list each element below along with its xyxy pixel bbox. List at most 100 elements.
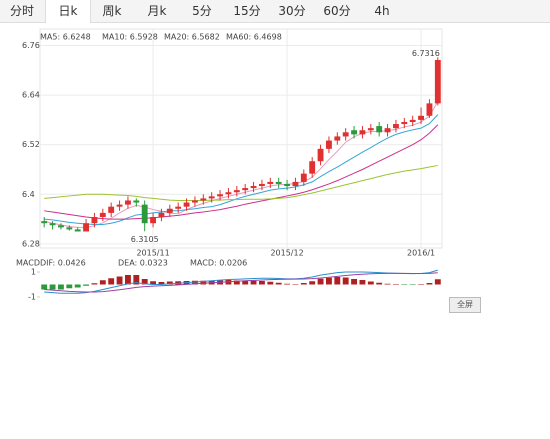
candle-body bbox=[91, 217, 98, 224]
macd-bar bbox=[116, 276, 123, 285]
candle-body bbox=[49, 223, 56, 226]
macd-bar bbox=[49, 284, 56, 290]
macd-bar bbox=[393, 284, 399, 285]
macd-bar bbox=[300, 283, 307, 285]
candle-body bbox=[217, 194, 223, 197]
y-tick-label: -1 bbox=[28, 293, 36, 302]
candle-body bbox=[326, 140, 332, 149]
candle-body bbox=[66, 227, 73, 230]
candle-body bbox=[418, 115, 424, 120]
y-tick-label: 6.76 bbox=[22, 41, 40, 50]
legend-entry: DIF: 0.0426 bbox=[40, 259, 86, 268]
legend-entry: MA60: 6.4698 bbox=[226, 33, 282, 42]
macd-bar bbox=[99, 280, 106, 285]
macd-bar bbox=[367, 281, 374, 285]
y-tick-label: 6.64 bbox=[22, 91, 40, 100]
macd-line bbox=[44, 269, 438, 294]
tab[interactable]: 5分 bbox=[192, 4, 212, 18]
candle-body bbox=[242, 188, 249, 191]
candle-body bbox=[175, 206, 182, 209]
candle-body bbox=[250, 186, 257, 189]
candle-body bbox=[359, 130, 366, 135]
candle-body bbox=[99, 212, 106, 218]
y-tick-label: 6.52 bbox=[22, 140, 40, 149]
macd-bar bbox=[351, 279, 357, 285]
macd-bar bbox=[158, 282, 165, 285]
candle-body bbox=[125, 200, 131, 205]
macd-bar bbox=[309, 281, 316, 285]
candle-body bbox=[150, 217, 156, 224]
tab[interactable]: 4h bbox=[374, 4, 390, 18]
macd-bar bbox=[342, 277, 349, 285]
candle-body bbox=[41, 221, 48, 224]
candle-body bbox=[208, 196, 215, 199]
macd-bar bbox=[426, 283, 433, 285]
tab[interactable]: 日k bbox=[45, 0, 91, 23]
candle-body bbox=[309, 161, 316, 174]
candle-body bbox=[158, 212, 165, 218]
candle-body bbox=[267, 181, 274, 184]
macd-bar bbox=[359, 280, 366, 285]
candle-body bbox=[334, 136, 341, 141]
x-tick-label: 2016/1 bbox=[407, 249, 435, 258]
macd-bar bbox=[91, 283, 98, 285]
macd-bar bbox=[317, 278, 324, 285]
candle-body bbox=[284, 183, 290, 187]
plot-frame bbox=[39, 28, 443, 249]
tab[interactable]: 周k bbox=[102, 4, 122, 18]
macd-bar bbox=[259, 281, 265, 285]
macd-bar bbox=[418, 284, 424, 285]
tab-bar: 分时 日k 周k 月k 5分 15分 30分 60分 4h bbox=[0, 0, 550, 23]
max-annotation: 6.7316 bbox=[412, 49, 440, 58]
macd-bar bbox=[334, 277, 341, 285]
min-annotation: 6.3105 bbox=[131, 235, 159, 244]
y-tick-label: 6.28 bbox=[22, 239, 40, 248]
candle-body bbox=[133, 200, 140, 203]
candle-body bbox=[74, 229, 81, 232]
y-tick-label: 6.4 bbox=[22, 190, 35, 199]
candle-body bbox=[342, 132, 349, 137]
candle-body bbox=[225, 192, 232, 195]
ma-line bbox=[44, 101, 439, 228]
candle-body bbox=[384, 128, 391, 133]
candle-body bbox=[367, 128, 374, 131]
macd-bar bbox=[233, 280, 240, 285]
macd-bar bbox=[141, 279, 148, 285]
candle-body bbox=[401, 121, 408, 125]
macd-bar bbox=[58, 284, 64, 290]
panel-title: MACD bbox=[16, 259, 40, 268]
macd-bar bbox=[74, 284, 81, 288]
tab[interactable]: 月k bbox=[147, 4, 167, 18]
tab[interactable]: 30分 bbox=[278, 4, 306, 18]
macd-bar bbox=[384, 283, 391, 285]
macd-bar bbox=[150, 281, 156, 285]
macd-bar bbox=[125, 275, 131, 285]
macd-bar bbox=[66, 284, 73, 289]
macd-bar bbox=[434, 279, 441, 285]
tab[interactable]: 分时 bbox=[9, 4, 34, 18]
candle-body bbox=[116, 204, 123, 207]
macd-bar bbox=[326, 277, 332, 285]
tab[interactable]: 15分 bbox=[233, 4, 261, 18]
ma-line bbox=[44, 124, 439, 220]
candle-body bbox=[300, 173, 307, 182]
candle-body bbox=[409, 119, 416, 122]
tab[interactable]: 60分 bbox=[323, 4, 351, 18]
candle-body bbox=[376, 126, 383, 133]
candle-body bbox=[166, 208, 173, 213]
candle-body bbox=[141, 204, 148, 224]
candle-body bbox=[275, 181, 282, 184]
macd-bar bbox=[376, 282, 383, 285]
ma-line bbox=[44, 164, 438, 201]
fullscreen-button[interactable]: 全屏 bbox=[449, 297, 481, 313]
macd-bar bbox=[83, 284, 89, 286]
candle-body bbox=[108, 206, 115, 213]
legend-entry: DEA: 0.0323 bbox=[118, 259, 168, 268]
macd-bar bbox=[409, 284, 416, 285]
macd-line bbox=[44, 272, 438, 293]
candle-body bbox=[351, 130, 357, 135]
macd-bar bbox=[401, 284, 408, 285]
macd-bar bbox=[284, 283, 290, 285]
